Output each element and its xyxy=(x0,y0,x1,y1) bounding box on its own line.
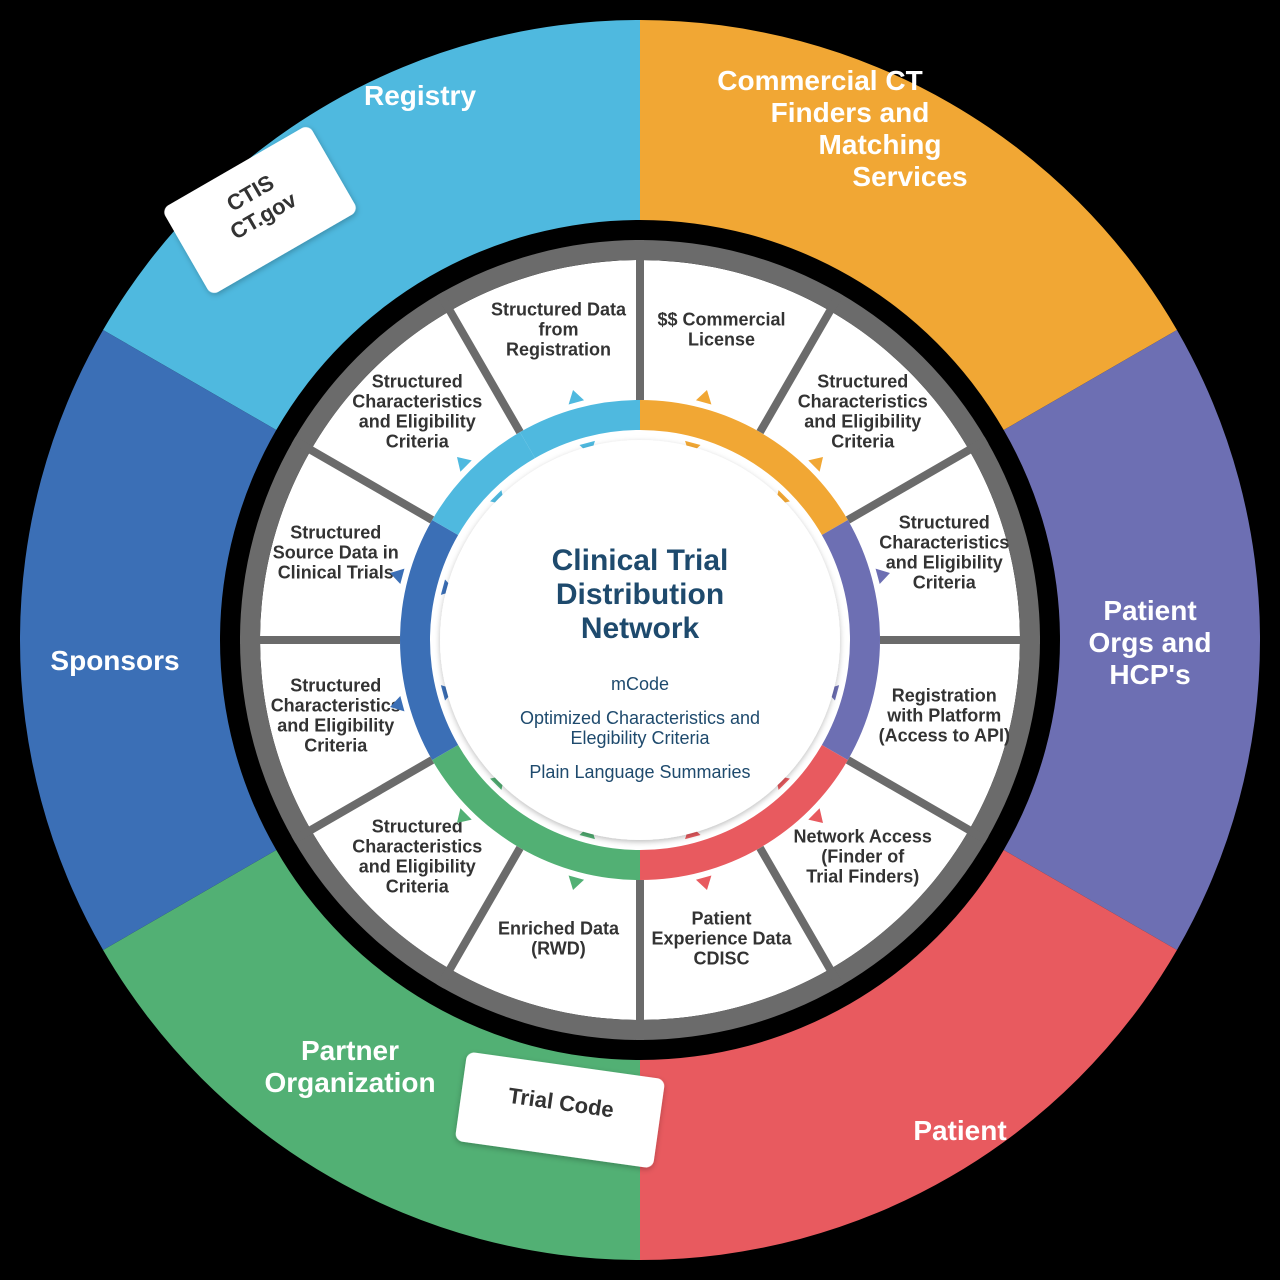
center-sub: Plain Language Summaries xyxy=(529,762,750,782)
spoke-label: StructuredSource Data inClinical Trials xyxy=(273,522,399,582)
outer-label-sponsors: Sponsors xyxy=(50,645,179,676)
sector-sponsors xyxy=(20,330,276,950)
outer-label-patient: Patient xyxy=(913,1115,1006,1146)
center-sub: mCode xyxy=(611,674,669,694)
outer-label-registry: Registry xyxy=(364,80,476,111)
spoke-label: Registrationwith Platform(Access to API) xyxy=(879,686,1010,746)
radial-diagram: StructuredCharacteristicsand Eligibility… xyxy=(0,0,1280,1280)
